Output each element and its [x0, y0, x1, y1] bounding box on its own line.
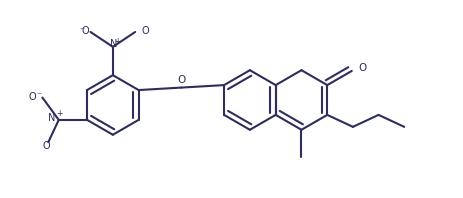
Text: N: N: [48, 113, 56, 123]
Text: O: O: [81, 27, 89, 36]
Text: O: O: [358, 63, 366, 73]
Text: O: O: [43, 141, 50, 151]
Text: O: O: [177, 75, 185, 85]
Text: O: O: [141, 27, 149, 36]
Text: ⁻: ⁻: [79, 27, 84, 36]
Text: +: +: [114, 37, 120, 46]
Text: N: N: [109, 39, 117, 49]
Text: O: O: [29, 92, 36, 102]
Text: ⁻: ⁻: [36, 91, 41, 102]
Text: +: +: [56, 109, 63, 118]
